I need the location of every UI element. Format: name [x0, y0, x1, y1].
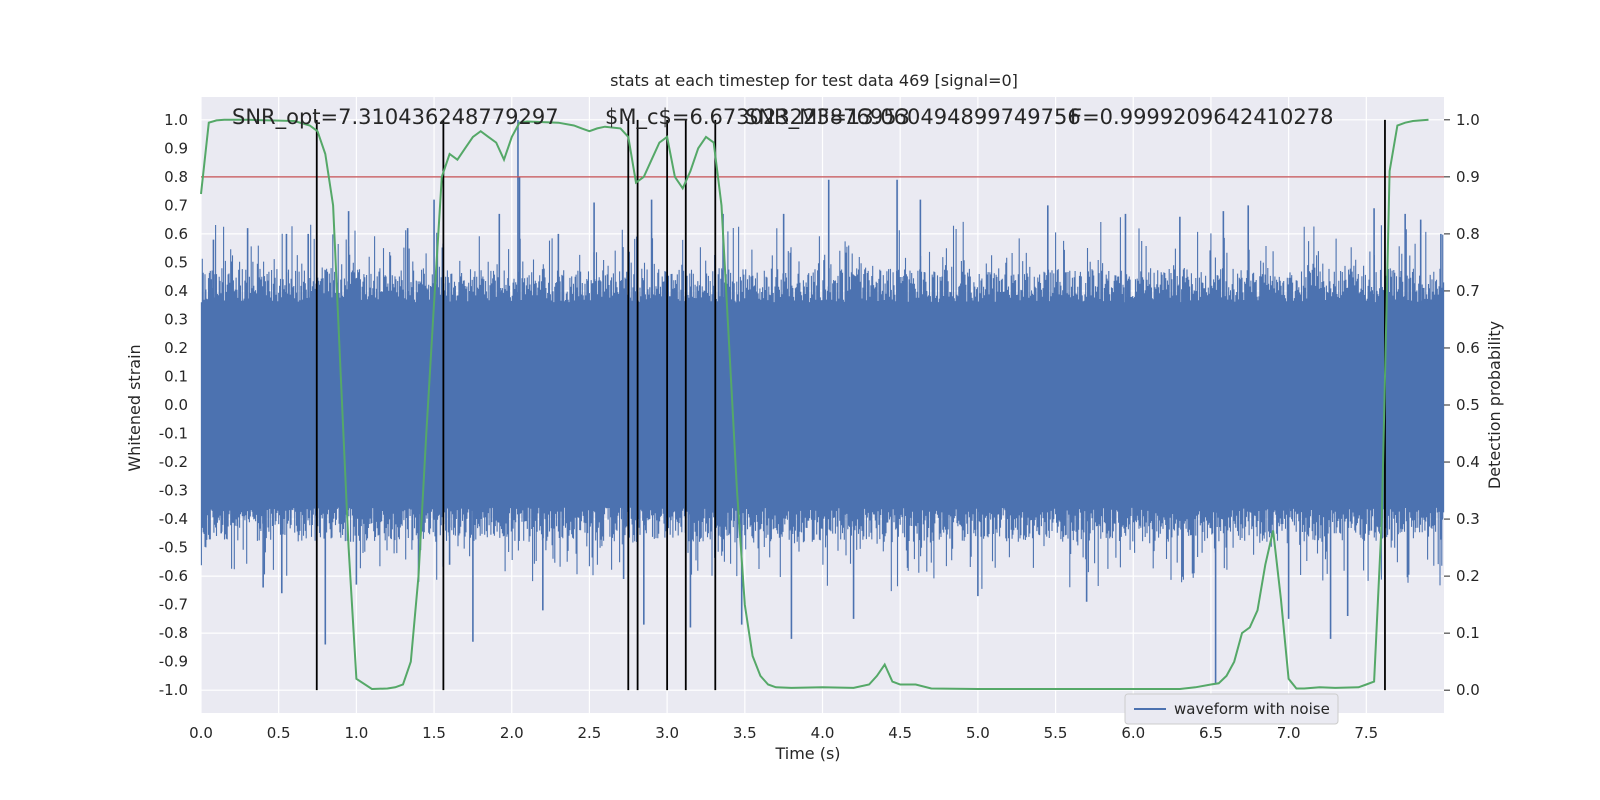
legend: waveform with noise	[1124, 693, 1339, 725]
y-tick-label: 0.2	[164, 339, 188, 357]
y-tick-label: -0.5	[159, 539, 188, 557]
x-tick-label: 3.0	[655, 724, 679, 742]
y-axis-label: Whitened strain	[125, 344, 144, 471]
y-tick-label: 0.1	[164, 367, 188, 385]
x-tick-label: 2.5	[578, 724, 602, 742]
legend-box	[1124, 693, 1339, 725]
y2-tick-label: 1.0	[1456, 111, 1480, 129]
y-tick-label: -0.8	[159, 624, 188, 642]
x-tick-label: 5.0	[966, 724, 990, 742]
y-tick-label: 0.4	[164, 282, 188, 300]
x-tick-label: 7.5	[1354, 724, 1378, 742]
y2-tick-label: 0.4	[1456, 453, 1480, 471]
legend-entry: waveform with noise	[1174, 700, 1330, 718]
annotation-f: F=0.9999209642410278	[1070, 105, 1333, 129]
x-tick-label: 5.5	[1044, 724, 1068, 742]
x-tick-label: 6.5	[1199, 724, 1223, 742]
y2-tick-label: 0.5	[1456, 396, 1480, 414]
y-tick-label: 0.6	[164, 225, 188, 243]
y2-tick-label: 0.2	[1456, 567, 1480, 585]
x-axis: 0.0 0.5 1.0 1.5 2.0 2.5 3.0 3.5 4.0 4.5 5.0 5.5 6.0 6…	[189, 724, 1378, 742]
waveform-series	[200, 119, 1445, 685]
y2-tick-label: 0.1	[1456, 624, 1480, 642]
x-tick-label: 4.5	[888, 724, 912, 742]
y-tick-label: 1.0	[164, 111, 188, 129]
x-tick-label: 4.0	[811, 724, 835, 742]
x-tick-label: 1.5	[422, 724, 446, 742]
y-tick-label: 0.7	[164, 196, 188, 214]
annotation-chirp-mass: $M_c$=6.673023223876953	[605, 105, 910, 130]
y-tick-label: 0.3	[164, 310, 188, 328]
y2-tick-label: 0.8	[1456, 225, 1480, 243]
y2-tick-label: 0.6	[1456, 339, 1480, 357]
y-tick-label: 0.5	[164, 253, 188, 271]
x-tick-label: 2.0	[500, 724, 524, 742]
chart-title: stats at each timestep for test data 469…	[610, 71, 1018, 90]
x-tick-label: 1.0	[344, 724, 368, 742]
y2-axis-label: Detection probability	[1485, 321, 1504, 489]
event-lines	[315, 119, 1386, 691]
x-tick-label: 6.0	[1121, 724, 1145, 742]
y-tick-label: -0.4	[159, 510, 188, 528]
probability-line	[200, 118, 1429, 691]
y-tick-label: -0.3	[159, 482, 188, 500]
x-tick-label: 7.0	[1277, 724, 1301, 742]
probability-series	[200, 118, 1429, 691]
y-tick-label: -0.9	[159, 653, 188, 671]
y-tick-label: -0.6	[159, 567, 188, 585]
y2-tick-label: 0.0	[1456, 681, 1480, 699]
x-tick-label: 0.5	[267, 724, 291, 742]
y-tick-label: 0.9	[164, 139, 188, 157]
x-tick-label: 3.5	[733, 724, 757, 742]
y2-axis: 1.0 0.9 0.8 0.7 0.6 0.5 0.4 0.3 0.2 0.1 0.0	[1444, 111, 1480, 699]
waveform-body	[200, 217, 1445, 592]
y2-tick-label: 0.7	[1456, 282, 1480, 300]
y2-tick-label: 0.3	[1456, 510, 1480, 528]
y-tick-label: -0.1	[159, 425, 188, 443]
annotation-snr-opt: SNR_opt=7.310436248779297	[232, 105, 559, 130]
x-tick-label: 0.0	[189, 724, 213, 742]
y-axis: 1.0 0.9 0.8 0.7 0.6 0.5 0.4 0.3 0.2 0.1 0.0 -0.1 -0.…	[159, 111, 188, 699]
y-tick-label: -0.2	[159, 453, 188, 471]
y2-tick-label: 0.9	[1456, 168, 1480, 186]
y-tick-label: -0.7	[159, 596, 188, 614]
y-tick-label: -1.0	[159, 681, 188, 699]
y-tick-label: 0.0	[164, 396, 188, 414]
annotation-snr-mf: SNR_MF=13.060494899749756	[745, 105, 1081, 130]
x-axis-label: Time (s)	[774, 744, 840, 763]
y-tick-label: 0.8	[164, 168, 188, 186]
